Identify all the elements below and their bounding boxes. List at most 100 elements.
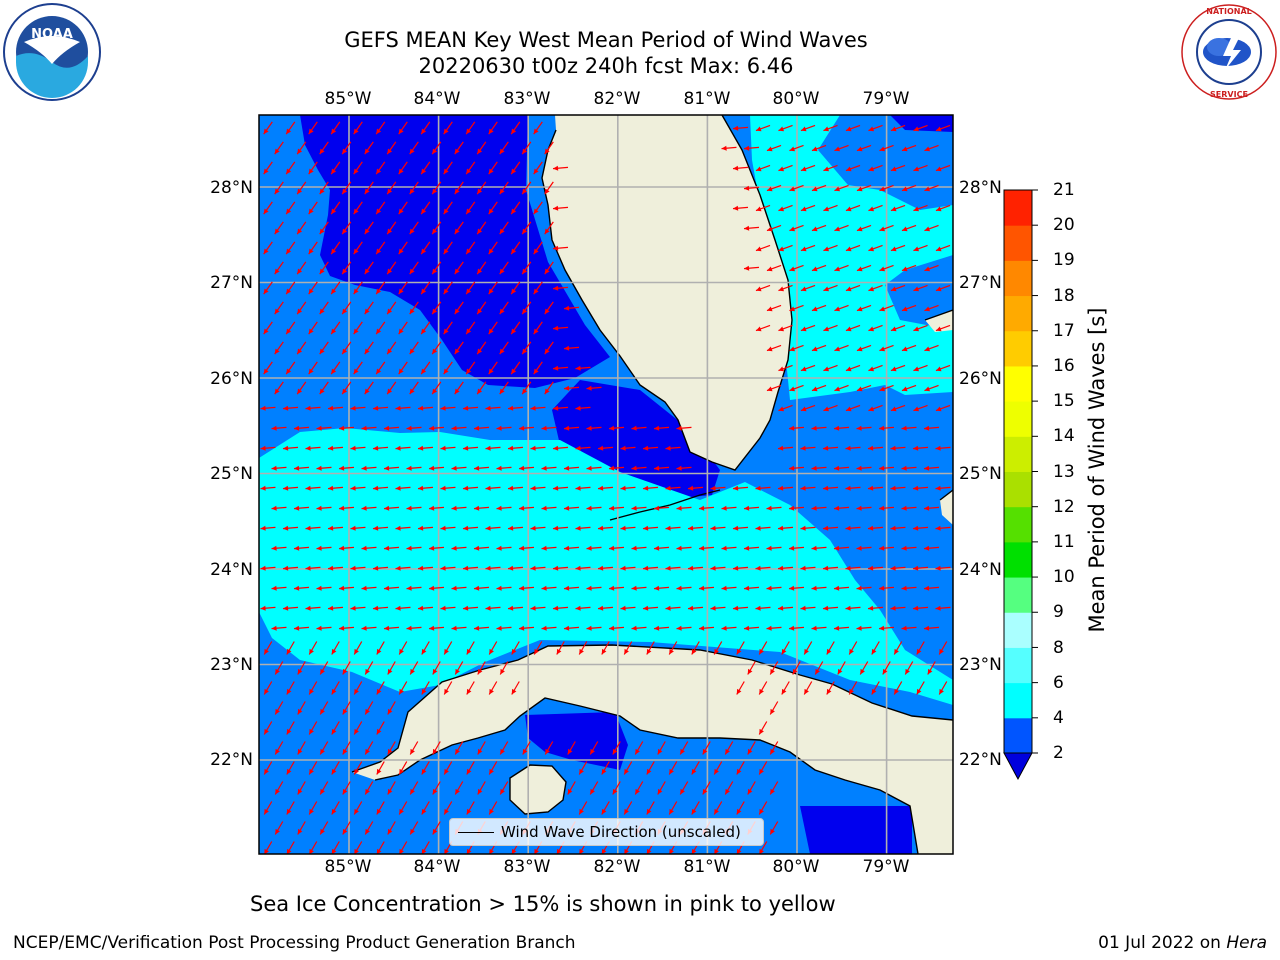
wind-wave-arrow [687, 485, 704, 491]
wind-wave-arrow [465, 241, 476, 255]
lon-label-top: 85°W [324, 89, 372, 109]
wind-wave-arrow [507, 405, 524, 411]
wind-wave-arrow [789, 224, 804, 232]
wind-wave-arrow [297, 821, 306, 835]
wind-wave-arrow [263, 841, 273, 854]
wind-wave-arrow [316, 505, 332, 511]
wind-wave-arrow [890, 244, 906, 252]
wind-wave-arrow [364, 741, 374, 755]
wind-wave-arrow [319, 181, 329, 195]
wind-wave-arrow [713, 761, 723, 775]
wind-wave-arrow [338, 545, 355, 551]
wind-wave-arrow [575, 445, 591, 451]
wind-wave-arrow [510, 121, 521, 135]
wind-wave-arrow [372, 605, 389, 611]
wind-wave-arrow [375, 281, 386, 295]
wind-wave-arrow [788, 585, 805, 591]
wind-wave-arrow [476, 221, 487, 235]
wind-wave-arrow [935, 445, 951, 451]
wind-wave-arrow [462, 405, 479, 411]
coastline [351, 115, 953, 854]
wind-wave-arrow [338, 585, 355, 591]
wind-wave-arrow [274, 661, 284, 675]
wind-wave-arrow [431, 221, 442, 235]
wind-wave-arrow [665, 525, 681, 531]
wind-wave-arrow [518, 585, 535, 591]
wind-wave-arrow [465, 121, 476, 135]
wind-wave-arrow [260, 525, 276, 531]
wind-wave-arrow [350, 605, 366, 611]
wind-wave-arrow [668, 801, 678, 815]
wind-wave-arrow [890, 124, 906, 132]
wind-wave-arrow [800, 124, 816, 132]
wind-wave-arrow [620, 565, 636, 571]
wind-wave-arrow [282, 445, 299, 451]
wind-wave-arrow [687, 605, 704, 611]
wind-wave-arrow [552, 325, 569, 331]
wind-wave-arrow [308, 161, 318, 175]
wind-wave-arrow [679, 781, 689, 795]
wind-wave-arrow [868, 404, 883, 412]
florida-land [542, 115, 792, 470]
wind-wave-arrow [623, 761, 633, 775]
wind-wave-arrow [736, 801, 745, 815]
wind-wave-arrow [777, 485, 794, 491]
wind-wave-arrow [518, 545, 535, 551]
wind-wave-arrow [848, 641, 858, 655]
wind-wave-arrow [530, 405, 546, 411]
colorbar-segment [1004, 647, 1032, 684]
wind-wave-arrow [282, 405, 299, 411]
wind-wave-arrow [800, 525, 816, 531]
wind-wave-arrow [428, 505, 445, 511]
wind-wave-arrow [755, 324, 771, 332]
wind-wave-arrow [372, 485, 389, 491]
wind-wave-arrow [646, 761, 655, 775]
wind-wave-arrow [293, 465, 310, 471]
wind-wave-arrow [466, 761, 475, 775]
sea-ice-note: Sea Ice Concentration > 15% is shown in … [250, 892, 836, 916]
wind-wave-arrow [868, 244, 883, 252]
wind-wave-arrow [395, 565, 411, 571]
wind-wave-arrow [788, 625, 805, 631]
wind-wave-arrow [800, 364, 816, 372]
wind-wave-arrow [421, 761, 430, 775]
wind-wave-arrow [721, 545, 737, 551]
wind-wave-arrow [327, 445, 344, 451]
wind-wave-arrow [665, 565, 681, 571]
wind-wave-arrow [811, 585, 827, 591]
wind-wave-arrow [890, 324, 906, 332]
wind-wave-arrow [859, 661, 869, 675]
wind-wave-arrow [260, 605, 276, 611]
footer-credit: NCEP/EMC/Verification Post Processing Pr… [13, 933, 576, 953]
wind-wave-arrow [834, 384, 849, 392]
wind-wave-arrow [376, 721, 385, 735]
wind-wave-arrow [443, 361, 453, 375]
wind-wave-arrow [800, 204, 816, 212]
wind-wave-arrow [341, 141, 352, 155]
lat-label-left: 23°N [210, 655, 253, 675]
wind-wave-arrow [383, 545, 400, 551]
wind-wave-arrow [687, 565, 704, 571]
wind-wave-arrow [372, 565, 389, 571]
wind-wave-arrow [293, 585, 310, 591]
colorbar-extend-triangle [1003, 752, 1033, 781]
wind-wave-arrow [541, 465, 557, 471]
wind-wave-arrow [386, 221, 397, 235]
wind-wave-arrow [331, 681, 340, 695]
wind-wave-arrow [544, 181, 554, 195]
wind-wave-arrow [361, 585, 377, 591]
wind-wave-arrow [274, 741, 284, 755]
wind-wave-arrow [913, 244, 928, 252]
wind-wave-arrow [631, 425, 647, 431]
wind-wave-arrow [653, 425, 670, 431]
wind-wave-arrow [518, 625, 535, 631]
wind-wave-arrow [713, 641, 723, 655]
wind-wave-arrow [432, 781, 441, 795]
wind-wave-arrow [822, 605, 839, 611]
wind-wave-arrow [702, 741, 711, 755]
wind-wave-arrow [904, 661, 914, 675]
colorbar-segment [1004, 717, 1032, 754]
wind-wave-arrow [890, 445, 906, 451]
lat-label-right: 25°N [959, 464, 1002, 484]
wind-wave-arrow [631, 585, 647, 591]
